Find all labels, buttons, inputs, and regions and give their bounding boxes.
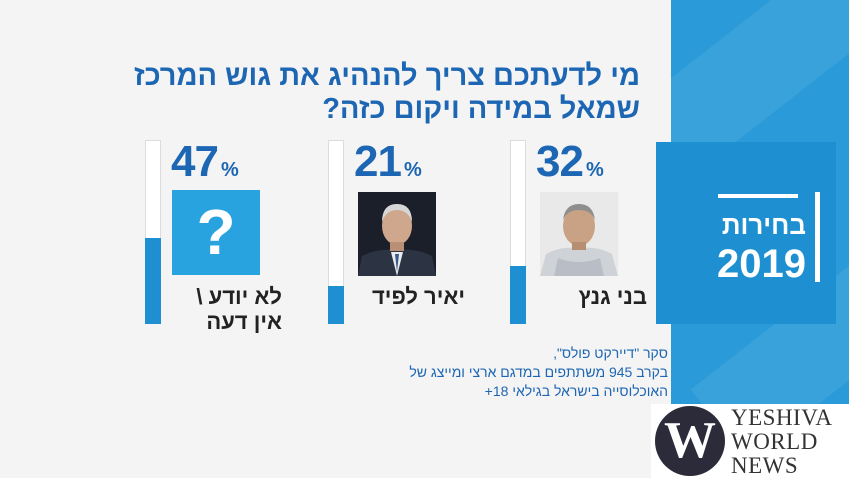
percent-sign: % (403, 159, 422, 181)
logo-text-line-1: YESHIVA (731, 405, 833, 430)
bar-fill (145, 238, 161, 324)
candidate-column-lapid: 21% יאיר לפיד (328, 137, 465, 325)
percent-label: 32% (536, 137, 604, 186)
title-line-2: שמאל במידה ויקום כזה? (322, 93, 640, 125)
percent-value: 21 (354, 137, 402, 186)
survey-line-2: בקרב 945 משתתפים במדגם ארצי ומייצג של (409, 364, 668, 380)
yeshiva-world-news-logo: W YESHIVA WORLD NEWS (651, 404, 849, 478)
logo-mark: W (664, 412, 716, 469)
elections-label: בחירות (721, 210, 806, 240)
logo-text-line-2: WORLD (731, 429, 818, 454)
percent-sign: % (220, 159, 239, 181)
chart-title: מי לדעתכם צריך להנהיג את גוש המרכז שמאל … (120, 60, 640, 126)
question-mark-icon: ? (172, 190, 260, 275)
candidate-name-line-1: לא יודע \ (196, 284, 282, 309)
elections-year: 2019 (717, 242, 806, 286)
candidate-name-line-2: אין דעה (206, 309, 282, 334)
bar-fill (510, 266, 526, 324)
survey-line-1: סקר "דיירקט פולס", (553, 345, 668, 361)
percent-value: 47 (171, 137, 219, 186)
candidate-column-undecided: 47% לא יודע \ אין דעה (145, 137, 282, 334)
portrait-image (358, 192, 436, 276)
title-line-1: מי לדעתכם צריך להנהיג את גוש המרכז (133, 60, 640, 92)
candidate-name-line-1: יאיר לפיד (372, 284, 465, 309)
candidate-name: בני גנץ (532, 284, 647, 309)
elections-badge: בחירות 2019 (656, 142, 836, 324)
percent-sign: % (585, 159, 604, 181)
decor-line (815, 192, 820, 282)
logo-text-line-3: NEWS (731, 453, 799, 478)
percent-label: 47% (171, 137, 239, 186)
candidate-column-gantz: 32% בני גנץ (510, 137, 647, 325)
portrait-image (540, 192, 618, 276)
candidate-name-line-1: בני גנץ (578, 284, 647, 309)
survey-line-3: האוכלוסייה בישראל בגילאי 18+ (484, 383, 668, 399)
logo-circle (655, 406, 725, 476)
bar-fill (328, 286, 344, 324)
percent-value: 32 (536, 137, 584, 186)
candidate-name: לא יודע \ אין דעה (167, 284, 282, 334)
candidate-photo-lapid (358, 192, 436, 276)
candidate-name: יאיר לפיד (350, 284, 465, 309)
decor-line (718, 194, 798, 198)
survey-note: סקר "דיירקט פולס", בקרב 945 משתתפים במדג… (330, 344, 668, 401)
candidate-photo-gantz (540, 192, 618, 276)
percent-label: 21% (354, 137, 422, 186)
